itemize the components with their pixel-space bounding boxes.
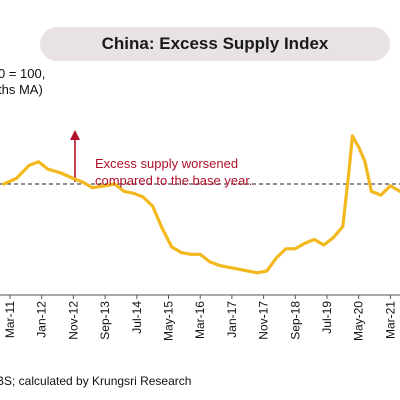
x-tick-label: Mar-21	[383, 301, 397, 339]
x-tick-label: Jul-19	[320, 301, 334, 334]
x-tick-label: Nov-12	[66, 301, 80, 340]
x-tick-label: May-15	[162, 301, 176, 341]
y-unit-label-line2: ths MA)	[0, 82, 43, 97]
chart-title: China: Excess Supply Index	[101, 34, 329, 53]
x-tick-label: Sep-13	[98, 301, 112, 340]
up-arrow-icon	[70, 130, 80, 182]
x-tick-label: Mar-16	[193, 301, 207, 339]
series-line	[2, 134, 400, 275]
x-tick-label: Jul-14	[130, 301, 144, 334]
annotation-text: Excess supply worsened compared to the b…	[95, 155, 253, 189]
annotation-line2: compared to the base year.	[95, 173, 253, 188]
x-axis-ticks	[9, 295, 391, 299]
x-tick-label: Jan-17	[225, 301, 239, 338]
chart-title-pill: China: Excess Supply Index	[40, 27, 390, 61]
annotation-line1: Excess supply worsened	[95, 156, 239, 171]
x-tick-label: Sep-18	[288, 301, 302, 340]
x-tick-label: Mar-11	[3, 301, 17, 338]
x-tick-label: May-20	[352, 301, 366, 341]
x-axis-tick-labels: Mar-11 Jan-12 Nov-12 Sep-13 Jul-14 May-15 Mar-…	[3, 301, 397, 341]
x-tick-label: Jan-12	[35, 301, 49, 338]
source-note: BS; calculated by Krungsri Research	[0, 374, 192, 388]
x-tick-label: Nov-17	[257, 301, 271, 340]
y-unit-label-line1: 0 = 100,	[0, 66, 46, 81]
